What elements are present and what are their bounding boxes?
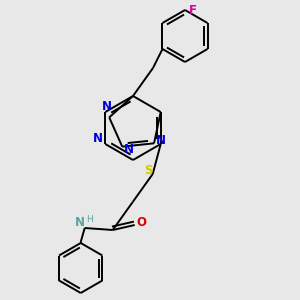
Text: N: N [156, 134, 166, 147]
Text: H: H [86, 214, 93, 224]
Text: O: O [137, 217, 147, 230]
Text: N: N [102, 100, 112, 112]
Text: S: S [145, 164, 153, 176]
Text: N: N [124, 143, 134, 156]
Text: N: N [75, 217, 85, 230]
Text: N: N [93, 133, 103, 146]
Text: F: F [189, 4, 197, 16]
